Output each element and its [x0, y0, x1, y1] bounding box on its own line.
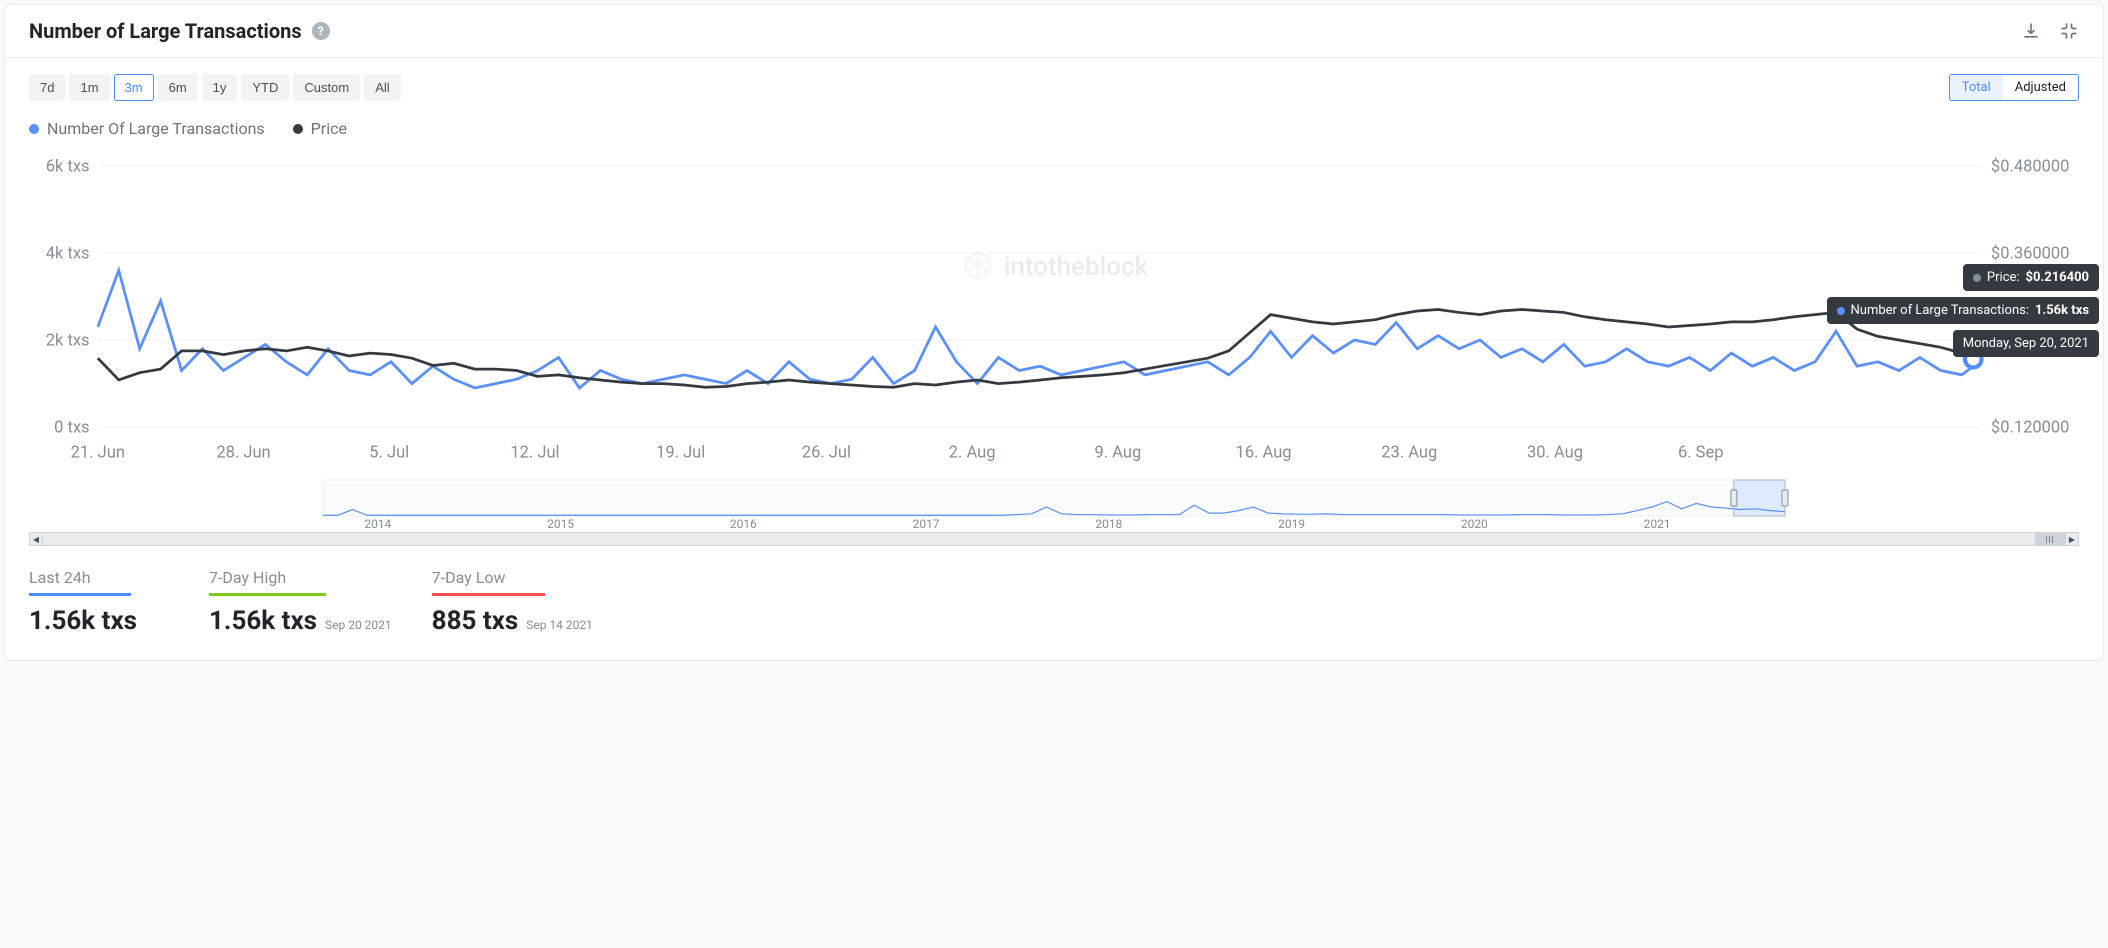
nav-scroll-thumb[interactable]: ||| [2035, 533, 2065, 545]
range-btn-3m[interactable]: 3m [114, 74, 154, 101]
stat-7d-high-value: 1.56k txs [209, 606, 317, 636]
tooltip-date: Monday, Sep 20, 2021 [1953, 330, 2099, 357]
range-btn-custom[interactable]: Custom [293, 74, 360, 101]
tooltip-price-label: Price: [1987, 270, 2020, 285]
svg-text:2016: 2016 [730, 517, 757, 530]
nav-scroll-left[interactable]: ◀ [29, 532, 43, 546]
stat-7d-low: 7-Day Low 885 txs Sep 14 2021 [432, 568, 593, 636]
svg-text:2020: 2020 [1461, 517, 1488, 530]
svg-text:23. Aug: 23. Aug [1381, 443, 1437, 462]
svg-text:2. Aug: 2. Aug [949, 443, 996, 462]
legend-txs-dot [29, 124, 39, 134]
collapse-icon[interactable] [2059, 21, 2079, 41]
legend-price-label: Price [311, 119, 347, 138]
mode-btn-adjusted[interactable]: Adjusted [2003, 75, 2078, 100]
mode-buttons: TotalAdjusted [1949, 74, 2079, 101]
tooltip: Price: $0.216400 Number of Large Transac… [1827, 264, 2100, 357]
main-chart-area[interactable]: intotheblock 0 txs2k txs4k txs6k txs$0.1… [5, 144, 2103, 468]
range-btn-1m[interactable]: 1m [69, 74, 109, 101]
range-btn-ytd[interactable]: YTD [241, 74, 289, 101]
mode-btn-total[interactable]: Total [1950, 75, 2003, 100]
download-icon[interactable] [2021, 21, 2041, 41]
tooltip-txs-label: Number of Large Transactions: [1851, 303, 2029, 318]
tooltip-txs-dot [1837, 307, 1845, 315]
controls-row: 7d1m3m6m1yYTDCustomAll TotalAdjusted [5, 58, 2103, 109]
svg-text:5. Jul: 5. Jul [369, 443, 409, 462]
chart-card: Number of Large Transactions ? 7d1m3m6m1… [4, 4, 2104, 661]
svg-text:2018: 2018 [1095, 517, 1122, 530]
svg-text:21. Jun: 21. Jun [71, 443, 125, 462]
svg-text:9. Aug: 9. Aug [1094, 443, 1141, 462]
legend-price-dot [293, 124, 303, 134]
svg-text:4k txs: 4k txs [46, 244, 90, 263]
range-btn-1y[interactable]: 1y [202, 74, 238, 101]
stats-row: Last 24h 1.56k txs 7-Day High 1.56k txs … [5, 546, 2103, 660]
stat-7d-low-label: 7-Day Low [432, 568, 546, 596]
chart-title: Number of Large Transactions [29, 19, 302, 43]
navigator[interactable]: 2014 2015 2016 2017 2018 2019 2020 2021 ◀ ||| ▶ [5, 468, 2103, 546]
svg-text:19. Jul: 19. Jul [656, 443, 705, 462]
navigator-svg: 2014 2015 2016 2017 2018 2019 2020 2021 [29, 476, 2079, 530]
nav-scroll-right[interactable]: ▶ [2065, 532, 2079, 546]
svg-text:6k txs: 6k txs [46, 157, 90, 176]
legend-price[interactable]: Price [293, 119, 347, 138]
svg-text:2017: 2017 [913, 517, 940, 530]
range-btn-6m[interactable]: 6m [158, 74, 198, 101]
stat-7d-high-date: Sep 20 2021 [325, 618, 392, 632]
tooltip-price-value: $0.216400 [2026, 270, 2089, 285]
nav-scroll-track[interactable]: ||| [43, 532, 2065, 546]
main-chart-svg: 0 txs2k txs4k txs6k txs$0.120000$0.24000… [29, 152, 2079, 468]
legend-txs[interactable]: Number Of Large Transactions [29, 119, 265, 138]
stat-7d-high: 7-Day High 1.56k txs Sep 20 2021 [209, 568, 392, 636]
range-btn-7d[interactable]: 7d [29, 74, 65, 101]
svg-text:2k txs: 2k txs [46, 332, 90, 351]
svg-text:6. Sep: 6. Sep [1678, 443, 1724, 462]
svg-text:$0.360000: $0.360000 [1991, 244, 2070, 263]
navigator-scrollbar: ◀ ||| ▶ [29, 532, 2079, 546]
svg-text:2021: 2021 [1644, 517, 1671, 530]
chart-legend: Number Of Large Transactions Price [5, 109, 2103, 144]
tooltip-price-dot [1973, 274, 1981, 282]
tooltip-price: Price: $0.216400 [1963, 264, 2099, 291]
svg-text:2019: 2019 [1278, 517, 1305, 530]
range-btn-all[interactable]: All [364, 74, 400, 101]
stat-7d-high-label: 7-Day High [209, 568, 326, 596]
help-icon[interactable]: ? [312, 22, 330, 40]
svg-text:$0.120000: $0.120000 [1991, 419, 2070, 438]
svg-text:$0.480000: $0.480000 [1991, 157, 2070, 176]
stat-last24h-label: Last 24h [29, 568, 131, 596]
svg-text:30. Aug: 30. Aug [1527, 443, 1583, 462]
svg-text:0 txs: 0 txs [54, 419, 89, 438]
svg-text:2015: 2015 [547, 517, 574, 530]
svg-text:28. Jun: 28. Jun [216, 443, 270, 462]
legend-txs-label: Number Of Large Transactions [47, 119, 265, 138]
stat-last24h-value: 1.56k txs [29, 606, 137, 636]
svg-text:16. Aug: 16. Aug [1236, 443, 1292, 462]
svg-text:2014: 2014 [364, 517, 391, 530]
svg-text:26. Jul: 26. Jul [802, 443, 851, 462]
svg-text:12. Jul: 12. Jul [510, 443, 559, 462]
tooltip-txs: Number of Large Transactions: 1.56k txs [1827, 297, 2100, 324]
stat-last24h: Last 24h 1.56k txs [29, 568, 169, 636]
stat-7d-low-date: Sep 14 2021 [526, 618, 593, 632]
range-buttons: 7d1m3m6m1yYTDCustomAll [29, 74, 401, 101]
card-header: Number of Large Transactions ? [5, 5, 2103, 58]
tooltip-txs-value: 1.56k txs [2035, 303, 2089, 318]
stat-7d-low-value: 885 txs [432, 606, 519, 636]
